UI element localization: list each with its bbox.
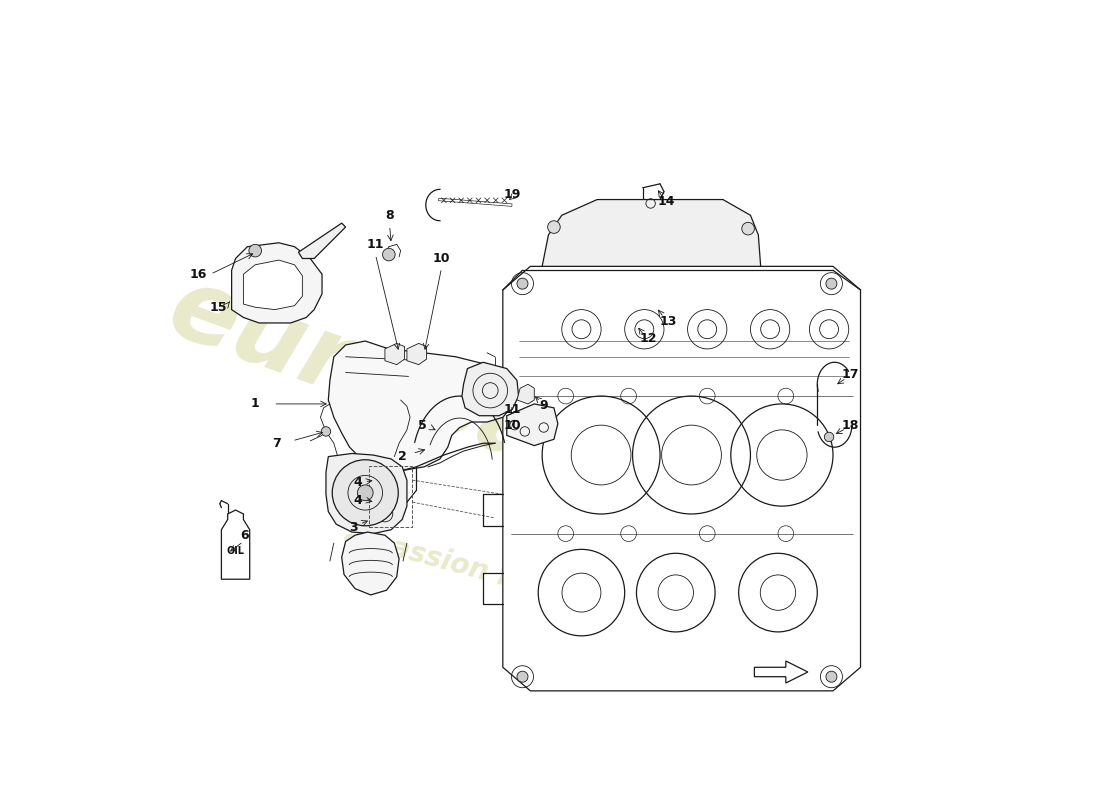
Polygon shape (243, 260, 302, 310)
Text: 10: 10 (432, 252, 450, 265)
Circle shape (383, 248, 395, 261)
Text: 14: 14 (658, 195, 675, 208)
Text: OIL: OIL (227, 546, 244, 556)
Polygon shape (507, 404, 558, 446)
Circle shape (358, 485, 373, 501)
Text: 1: 1 (251, 398, 260, 410)
Circle shape (517, 278, 528, 289)
Polygon shape (221, 510, 250, 579)
Text: 19: 19 (504, 187, 521, 201)
Text: 5: 5 (418, 418, 427, 432)
Text: 18: 18 (842, 418, 859, 432)
Text: 2: 2 (398, 450, 407, 463)
Polygon shape (503, 266, 860, 691)
Polygon shape (232, 242, 322, 323)
Circle shape (826, 278, 837, 289)
Circle shape (249, 244, 262, 257)
Text: 11: 11 (366, 238, 384, 251)
Text: 11: 11 (504, 403, 521, 416)
Text: 4: 4 (353, 494, 362, 507)
Polygon shape (385, 343, 405, 365)
Text: 12: 12 (639, 332, 657, 345)
Text: a passion for parts: a passion for parts (341, 522, 632, 625)
Circle shape (548, 221, 560, 234)
Circle shape (517, 671, 528, 682)
Polygon shape (326, 454, 407, 534)
Circle shape (321, 426, 331, 436)
Circle shape (332, 460, 398, 526)
Text: 3: 3 (349, 521, 358, 534)
Polygon shape (542, 199, 761, 266)
Polygon shape (407, 343, 427, 365)
Text: 16: 16 (189, 268, 207, 281)
Text: 8: 8 (385, 209, 394, 222)
Circle shape (826, 671, 837, 682)
Text: 13: 13 (659, 315, 676, 328)
Polygon shape (755, 661, 807, 683)
Polygon shape (298, 223, 345, 258)
Text: europarts: europarts (156, 260, 708, 540)
Polygon shape (328, 341, 515, 470)
Polygon shape (462, 362, 518, 416)
Text: 7: 7 (272, 437, 280, 450)
Circle shape (824, 432, 834, 442)
Circle shape (741, 222, 755, 235)
Text: 15: 15 (209, 301, 227, 314)
Text: 17: 17 (842, 367, 859, 381)
Polygon shape (342, 532, 399, 595)
Text: 9: 9 (539, 399, 548, 412)
Text: 4: 4 (353, 476, 362, 489)
Polygon shape (517, 384, 535, 404)
Text: 6: 6 (241, 529, 250, 542)
Text: 10: 10 (504, 418, 521, 432)
